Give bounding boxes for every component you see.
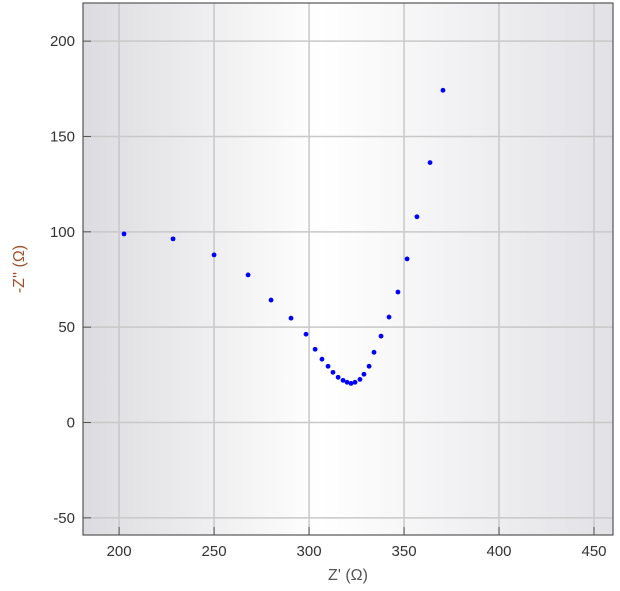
x-tick-label: 250 xyxy=(202,543,227,560)
y-tick-label: 200 xyxy=(50,33,75,50)
point xyxy=(386,314,392,320)
point xyxy=(335,374,341,380)
point xyxy=(344,379,350,385)
y-axis-label: -Z'' (Ω) xyxy=(11,245,28,293)
point xyxy=(170,236,176,242)
point xyxy=(366,363,372,369)
point xyxy=(352,379,358,385)
point xyxy=(330,369,336,375)
marks xyxy=(121,87,446,386)
point xyxy=(288,315,294,321)
y-tick-label: -50 xyxy=(53,510,75,527)
y-tick-label: 100 xyxy=(50,224,75,241)
point xyxy=(325,363,331,369)
grid xyxy=(83,3,613,535)
point xyxy=(404,256,410,262)
y-tick-label: 150 xyxy=(50,128,75,145)
point xyxy=(371,349,377,355)
x-tick-label: 200 xyxy=(107,543,132,560)
point xyxy=(245,272,251,278)
plot-area xyxy=(83,3,613,535)
x-tick-label: 350 xyxy=(392,543,417,560)
point xyxy=(427,160,433,166)
x-tick-label: 300 xyxy=(297,543,322,560)
y-tick-label: 0 xyxy=(67,414,75,431)
point xyxy=(121,231,127,237)
point xyxy=(440,87,446,93)
point xyxy=(357,377,363,382)
x-axis-label: Z' (Ω) xyxy=(328,567,368,584)
point xyxy=(319,356,325,362)
point xyxy=(348,381,354,386)
point xyxy=(395,289,401,295)
point xyxy=(340,377,346,383)
point xyxy=(312,346,318,352)
plot-frame xyxy=(82,2,614,536)
point xyxy=(268,297,274,303)
point xyxy=(211,252,217,258)
y-tick-label: 50 xyxy=(58,319,75,336)
x-tick-label: 400 xyxy=(487,543,512,560)
x-tick-label: 450 xyxy=(581,543,606,560)
point xyxy=(361,371,367,377)
point xyxy=(378,333,384,339)
point xyxy=(303,331,309,337)
point xyxy=(414,214,420,220)
